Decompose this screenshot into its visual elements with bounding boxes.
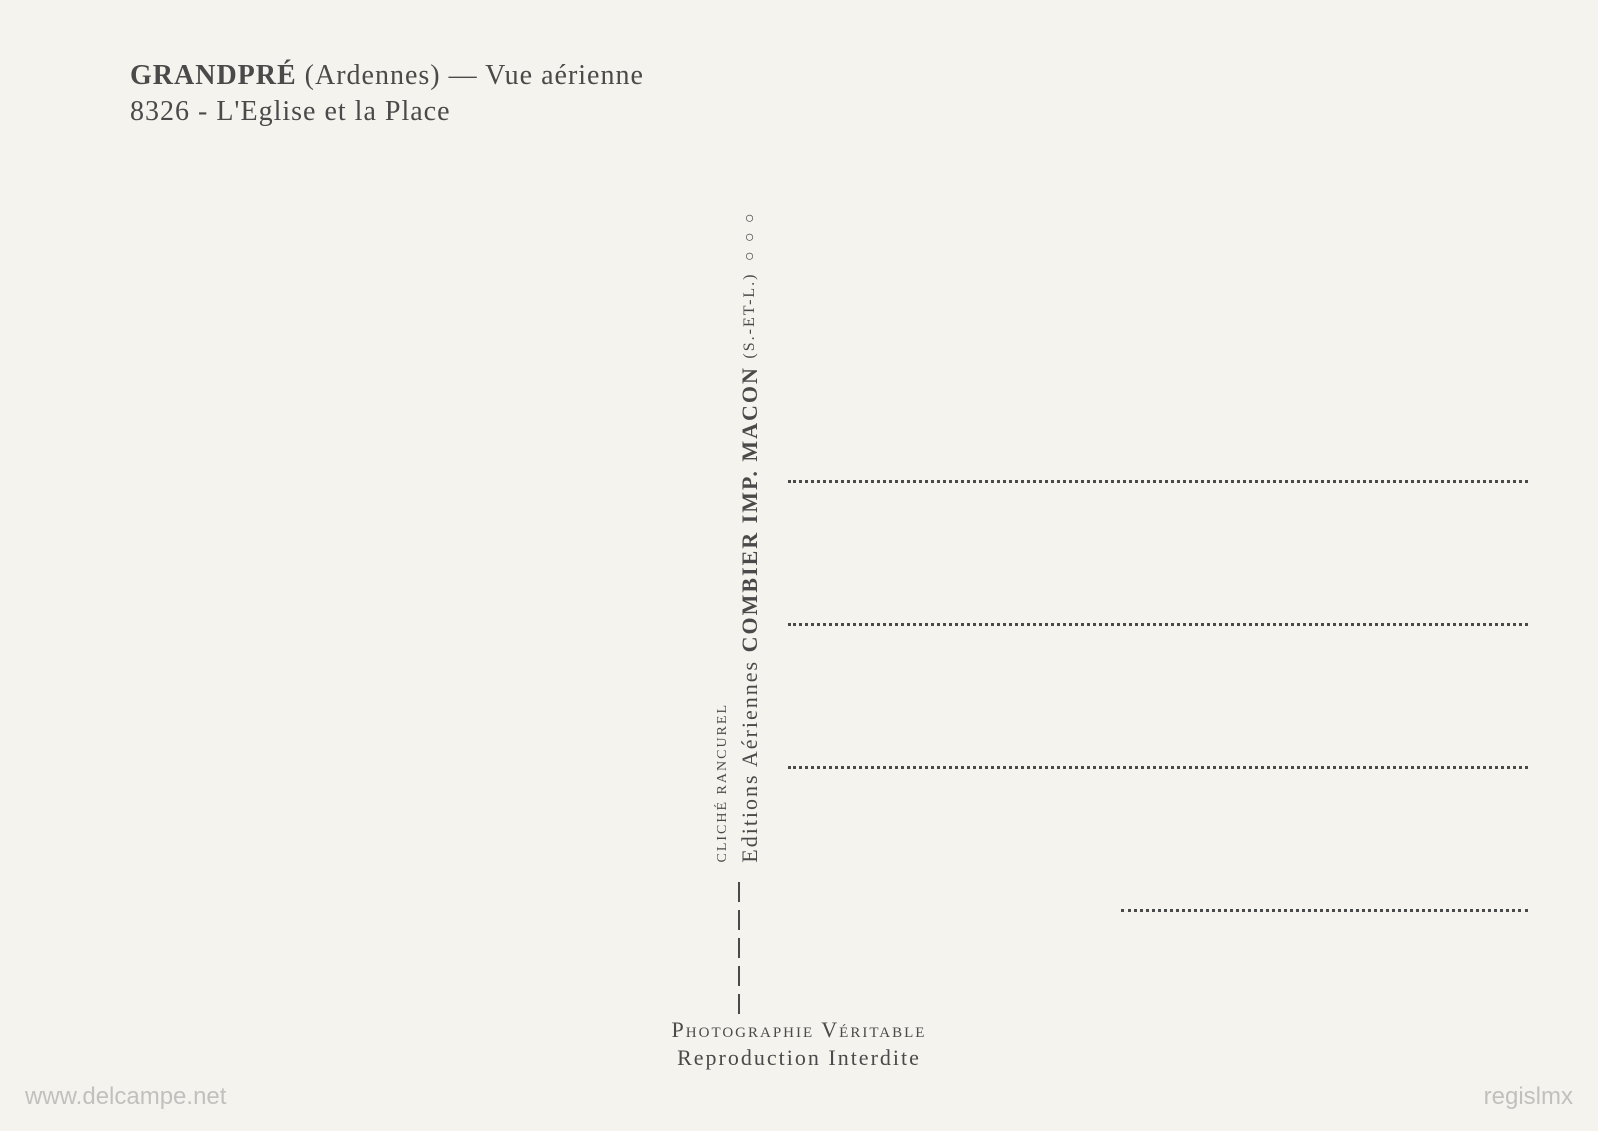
address-area (788, 480, 1528, 912)
dash-mark (738, 938, 740, 958)
region: (Ardennes) (305, 60, 441, 91)
footer-line-1: Photographie Véritable (672, 1017, 927, 1043)
dash-mark (738, 882, 740, 902)
watermark-right: regislmx (1484, 1083, 1573, 1111)
dash: - (198, 96, 208, 127)
divider-dashes (738, 878, 741, 1018)
footer-line-2: Reproduction Interdite (672, 1045, 927, 1071)
header-line-2: 8326 - L'Eglise et la Place (130, 96, 644, 128)
publisher-name: COMBIER IMP. MACON (737, 366, 762, 652)
view-type: Vue aérienne (485, 60, 644, 91)
ref-number: 8326 (130, 96, 190, 127)
publisher-prefix: Editions Aériennes (737, 660, 762, 863)
publisher-line: Editions Aériennes COMBIER IMP. MACON (S… (737, 200, 763, 863)
publisher-suffix: (S.-ET-L.) (741, 273, 758, 359)
address-line-1 (788, 480, 1528, 483)
address-line-4 (1121, 909, 1528, 912)
address-line-3 (788, 766, 1528, 769)
dash-mark (738, 966, 740, 986)
vertical-text-group: CLICHÉ RANCUREL Editions Aériennes COMBI… (715, 200, 763, 863)
header-line-1: GRANDPRÉ (Ardennes) — Vue aérienne (130, 60, 644, 92)
watermark-left: www.delcampe.net (25, 1083, 226, 1111)
photo-credit: CLICHÉ RANCUREL (715, 703, 731, 863)
credit-name: RANCUREL (715, 703, 730, 794)
footer-text: Photographie Véritable Reproduction Inte… (672, 1017, 927, 1071)
location-name: GRANDPRÉ (130, 60, 297, 91)
credit-label: CLICHÉ (715, 800, 730, 863)
postcard-header: GRANDPRÉ (Ardennes) — Vue aérienne 8326 … (130, 60, 644, 128)
center-divider: CLICHÉ RANCUREL Editions Aériennes COMBI… (715, 200, 763, 980)
subject: L'Eglise et la Place (216, 96, 450, 127)
circles-ornament: ○○○ (741, 208, 758, 265)
dash-mark (738, 910, 740, 930)
address-line-2 (788, 623, 1528, 626)
dash-mark (738, 994, 740, 1014)
separator: — (449, 60, 478, 91)
